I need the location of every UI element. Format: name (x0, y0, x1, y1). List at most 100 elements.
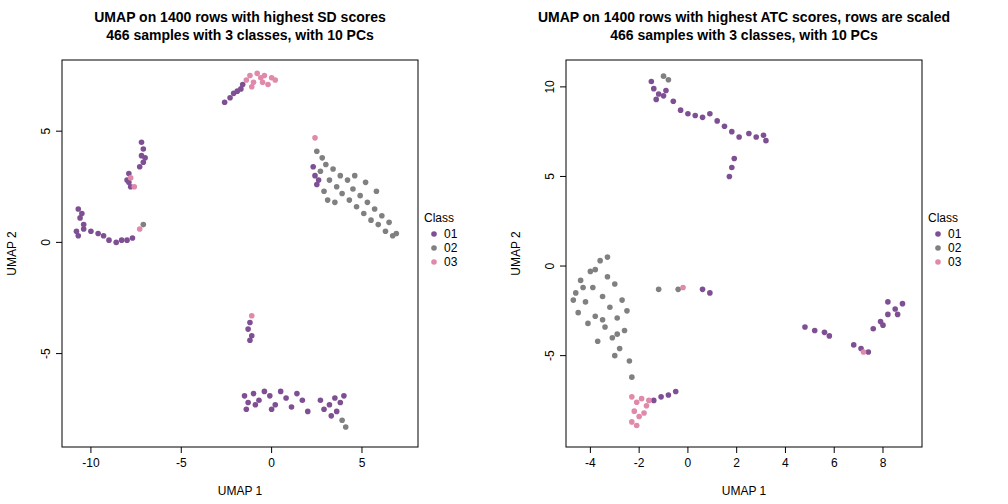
point (870, 326, 876, 332)
y-tick (560, 355, 566, 356)
point (260, 79, 266, 85)
x-tick (639, 447, 640, 453)
point (571, 297, 577, 303)
point (617, 346, 623, 352)
point (619, 297, 625, 303)
point (242, 393, 248, 399)
point (731, 156, 737, 162)
x-tick-label: 5 (359, 456, 366, 470)
point (895, 312, 901, 318)
y-tick (560, 176, 566, 177)
x-axis-label: UMAP 1 (722, 484, 767, 498)
point (363, 180, 369, 186)
y-tick (560, 86, 566, 87)
point (327, 402, 333, 408)
x-tick-label: 0 (268, 456, 275, 470)
y-tick (56, 131, 62, 132)
point (827, 333, 833, 339)
point (727, 174, 733, 180)
point (612, 353, 618, 359)
point (128, 175, 134, 181)
point (575, 310, 581, 316)
point (583, 299, 589, 305)
point (130, 235, 136, 241)
point (673, 389, 679, 395)
x-tick-label: 6 (831, 456, 838, 470)
point (666, 392, 672, 398)
x-tick (590, 447, 591, 453)
panel: UMAP on 1400 rows with highest ATC score… (509, 9, 962, 498)
x-tick-label: -10 (82, 456, 100, 470)
point (361, 211, 367, 217)
point (610, 335, 616, 341)
point (77, 215, 83, 221)
point (656, 91, 662, 97)
point (394, 231, 400, 237)
x-tick-label: -5 (176, 456, 187, 470)
x-tick-label: 8 (880, 456, 887, 470)
point (612, 281, 618, 287)
x-tick (736, 447, 737, 453)
point (634, 399, 640, 405)
point (283, 395, 289, 401)
y-tick-label: -5 (543, 350, 557, 361)
point (892, 306, 898, 312)
point (736, 134, 742, 140)
x-tick (361, 447, 362, 453)
point (254, 71, 260, 77)
y-axis-label: UMAP 2 (5, 231, 19, 276)
point (578, 278, 584, 284)
point (722, 123, 728, 129)
point (312, 173, 318, 179)
point (651, 86, 657, 92)
point (649, 79, 655, 85)
point (631, 408, 637, 414)
point (267, 393, 273, 399)
point (678, 107, 684, 113)
y-tick (560, 266, 566, 267)
point (365, 200, 371, 206)
point (729, 129, 735, 135)
point (670, 98, 676, 104)
point (75, 233, 81, 239)
title: UMAP on 1400 rows with highest ATC score… (538, 9, 950, 25)
x-tick-label: -2 (634, 456, 645, 470)
point (629, 374, 635, 380)
point (256, 397, 262, 403)
point (666, 77, 672, 83)
points (571, 73, 906, 428)
point (332, 395, 338, 401)
point (278, 389, 284, 395)
point (244, 406, 250, 412)
x-tick (687, 447, 688, 453)
point (629, 394, 635, 400)
point (629, 419, 635, 425)
point (763, 138, 769, 144)
point (592, 313, 598, 319)
point (318, 168, 324, 174)
point (319, 155, 325, 161)
point (622, 328, 628, 334)
point (658, 394, 664, 400)
point (851, 342, 857, 348)
point (692, 113, 698, 119)
point (714, 118, 720, 124)
point (379, 213, 385, 219)
point (265, 82, 271, 88)
point (253, 402, 259, 408)
point (289, 404, 295, 410)
x-tick-label: 4 (782, 456, 789, 470)
point (141, 146, 147, 152)
y-tick-label: 5 (543, 173, 557, 180)
point (350, 186, 356, 192)
point (318, 397, 324, 403)
point (141, 222, 147, 228)
point (653, 97, 659, 103)
panel: UMAP on 1400 rows with highest SD scores… (5, 9, 458, 498)
point (605, 254, 611, 260)
point (137, 164, 143, 170)
point (729, 165, 735, 171)
point (300, 397, 306, 403)
x-axis-label: UMAP 1 (218, 484, 263, 498)
point (245, 400, 251, 406)
